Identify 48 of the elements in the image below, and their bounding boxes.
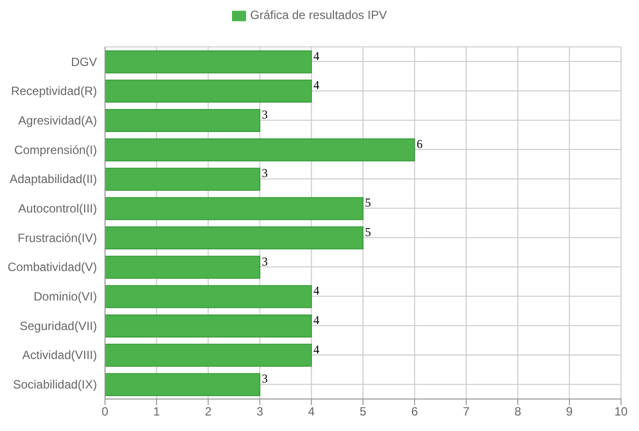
legend-label: Gráfica de resultados IPV — [250, 8, 387, 22]
bar — [105, 197, 364, 220]
y-tick-label: DGV — [70, 54, 97, 69]
data-label: 4 — [313, 48, 320, 63]
bar — [105, 256, 260, 279]
bar — [105, 344, 312, 367]
x-tick-label: 10 — [614, 404, 628, 419]
data-label: 3 — [262, 372, 268, 386]
y-tick-label: Dominio(VI) — [34, 290, 97, 304]
data-label: 4 — [313, 312, 320, 327]
y-tick-label: Adaptabilidad(II) — [10, 172, 97, 186]
bar — [105, 80, 312, 103]
data-label: 3 — [262, 254, 268, 268]
bar — [105, 168, 260, 191]
y-tick-label: Actividad(VIII) — [22, 348, 97, 362]
x-tick-label: 0 — [102, 404, 109, 419]
data-label: 4 — [313, 78, 320, 92]
data-label: 3 — [262, 108, 268, 122]
data-label: 5 — [365, 196, 371, 210]
data-label: 4 — [313, 342, 320, 356]
bar — [105, 314, 312, 338]
data-label: 5 — [365, 224, 371, 239]
x-tick-label: 8 — [514, 404, 522, 419]
y-tick-label: Agresividad(A) — [18, 113, 97, 128]
y-tick-label: Combatividad(V) — [8, 260, 97, 274]
y-tick-label: Receptividad(R) — [10, 84, 97, 98]
x-tick-label: 6 — [411, 404, 418, 419]
x-tick-label: 3 — [256, 404, 264, 419]
y-tick-label: Comprensión(I) — [14, 142, 97, 157]
data-label: 6 — [416, 136, 423, 151]
bar — [105, 50, 312, 74]
y-tick-label: Frustración(IV) — [18, 230, 97, 245]
x-tick-label: 5 — [360, 404, 367, 419]
data-label: 4 — [313, 284, 320, 298]
x-tick-label: 7 — [462, 404, 470, 419]
bar — [105, 285, 312, 308]
bar — [105, 226, 364, 250]
x-tick-label: 4 — [308, 404, 316, 419]
y-tick-label: Sociabilidad(IX) — [12, 378, 97, 392]
bar — [105, 373, 260, 396]
x-tick-label: 9 — [566, 404, 574, 419]
bar — [105, 138, 416, 162]
x-tick-label: 1 — [153, 404, 160, 419]
x-tick-label: 2 — [204, 404, 212, 419]
bar — [105, 109, 260, 132]
data-label: 3 — [262, 166, 268, 180]
y-tick-label: Seguridad(VII) — [20, 318, 97, 333]
y-tick-label: Autocontrol(III) — [18, 202, 97, 216]
